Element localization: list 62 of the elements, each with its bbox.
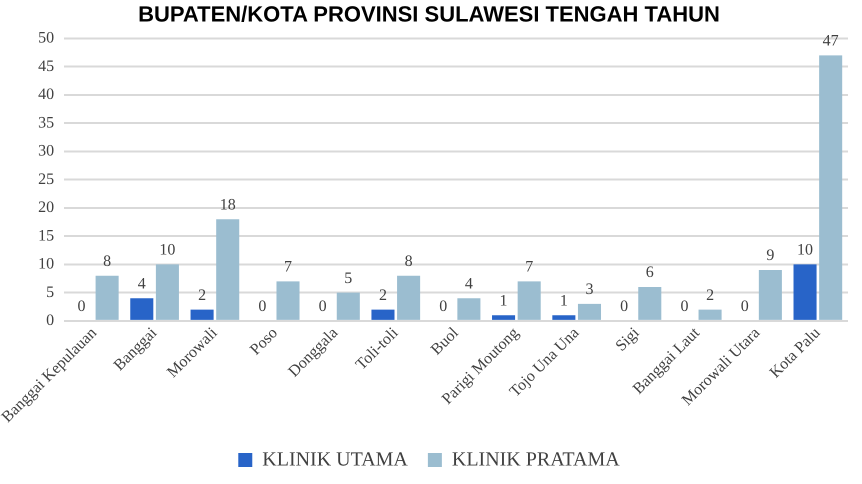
data-label: 18 bbox=[220, 196, 236, 214]
y-tick-label: 10 bbox=[38, 256, 54, 273]
data-label: 0 bbox=[680, 298, 688, 316]
data-label: 4 bbox=[138, 275, 146, 292]
y-tick-label: 25 bbox=[38, 170, 54, 188]
bar bbox=[638, 286, 662, 320]
data-label: 9 bbox=[766, 247, 774, 264]
data-label: 6 bbox=[646, 264, 654, 282]
bar bbox=[190, 310, 214, 320]
bar bbox=[276, 281, 300, 320]
data-label: 8 bbox=[404, 252, 413, 270]
bar bbox=[492, 315, 516, 320]
legend-label: KLINIK UTAMA bbox=[262, 448, 408, 470]
y-tick-label: 50 bbox=[38, 30, 54, 47]
data-label: 10 bbox=[159, 242, 176, 259]
bar bbox=[371, 310, 395, 320]
bar bbox=[156, 264, 179, 320]
y-tick-label: 40 bbox=[38, 86, 54, 104]
data-label: 7 bbox=[284, 258, 292, 276]
data-label: 3 bbox=[585, 281, 594, 298]
y-tick-label: 5 bbox=[46, 284, 54, 301]
legend-label: KLINIK PRATAMA bbox=[452, 448, 620, 470]
x-tick-label: Poso bbox=[246, 324, 281, 358]
bar bbox=[794, 264, 817, 320]
data-label: 0 bbox=[740, 298, 749, 316]
y-tick-label: 45 bbox=[38, 58, 54, 75]
bar bbox=[518, 281, 541, 320]
data-label: 2 bbox=[706, 286, 714, 304]
x-tick-label: Sigi bbox=[612, 324, 644, 355]
bar bbox=[397, 276, 420, 320]
data-label: 10 bbox=[797, 242, 814, 259]
y-tick-label: 15 bbox=[38, 227, 54, 244]
y-tick-label: 30 bbox=[38, 142, 54, 160]
data-label: 2 bbox=[378, 286, 387, 304]
data-label: 1 bbox=[500, 292, 508, 310]
bar bbox=[698, 310, 722, 320]
y-tick-label: 0 bbox=[46, 312, 54, 330]
y-tick-label: 35 bbox=[38, 114, 54, 132]
data-label: 1 bbox=[560, 292, 568, 310]
data-label: 0 bbox=[77, 298, 86, 316]
bar bbox=[336, 292, 360, 320]
bar bbox=[216, 219, 240, 320]
bar bbox=[96, 276, 119, 320]
chart-title: BUPATEN/KOTA PROVINSI SULAWESI TENGAH TAHUN bbox=[138, 1, 720, 26]
data-label: 0 bbox=[620, 298, 628, 316]
data-label: 0 bbox=[439, 298, 448, 316]
data-label: 8 bbox=[103, 252, 112, 270]
data-label: 0 bbox=[318, 298, 327, 316]
data-label: 5 bbox=[344, 270, 352, 287]
bar bbox=[758, 270, 782, 320]
data-label: 47 bbox=[822, 32, 839, 50]
y-tick-label: 20 bbox=[38, 199, 54, 216]
data-label: 0 bbox=[258, 298, 266, 316]
bar bbox=[552, 315, 576, 320]
data-label: 2 bbox=[198, 286, 206, 304]
bar bbox=[130, 298, 154, 320]
bar bbox=[819, 55, 842, 320]
data-label: 7 bbox=[525, 258, 534, 276]
bar bbox=[578, 304, 602, 320]
data-label: 4 bbox=[464, 275, 473, 292]
x-tick-label: Kota Palu bbox=[766, 324, 824, 382]
bar bbox=[457, 298, 480, 320]
